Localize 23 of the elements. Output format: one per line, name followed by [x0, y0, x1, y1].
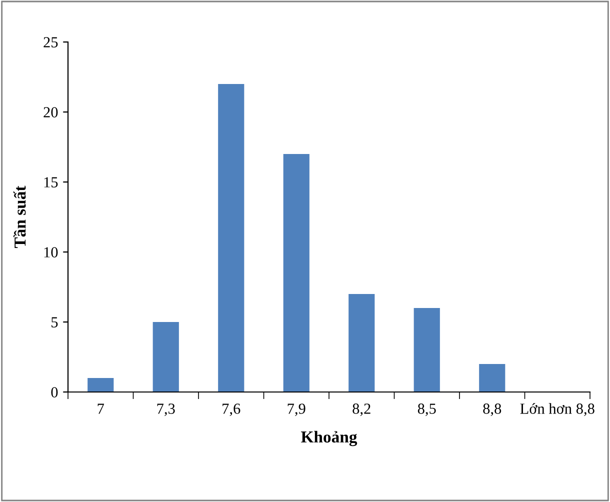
- x-tick-label: 7,3: [157, 404, 175, 416]
- y-tick-label: 10: [44, 247, 58, 258]
- x-tick-label: Lớn hơn 8,8: [520, 403, 594, 416]
- x-tick-label: 8,2: [352, 404, 370, 416]
- y-tick-label: 15: [44, 177, 58, 188]
- bar: [218, 84, 244, 392]
- bar: [414, 308, 440, 392]
- y-tick-label: 0: [51, 387, 58, 398]
- bar: [283, 154, 310, 392]
- y-tick-label: 5: [52, 317, 58, 328]
- y-tick-label: 25: [44, 37, 58, 48]
- x-tick-label: 7: [98, 404, 104, 414]
- bar: [88, 378, 114, 392]
- x-tick-label: 7,9: [288, 404, 306, 416]
- y-axis-title: Tần suất: [13, 186, 26, 248]
- x-tick-label: 7,6: [222, 404, 240, 416]
- x-tick-label: 8,8: [483, 404, 502, 416]
- bar: [152, 322, 179, 392]
- x-axis-title: Khoảng: [301, 430, 358, 446]
- y-tick-label: 20: [44, 107, 58, 118]
- bar: [479, 364, 506, 392]
- bar: [348, 294, 375, 392]
- x-tick-label: 8,5: [418, 404, 436, 416]
